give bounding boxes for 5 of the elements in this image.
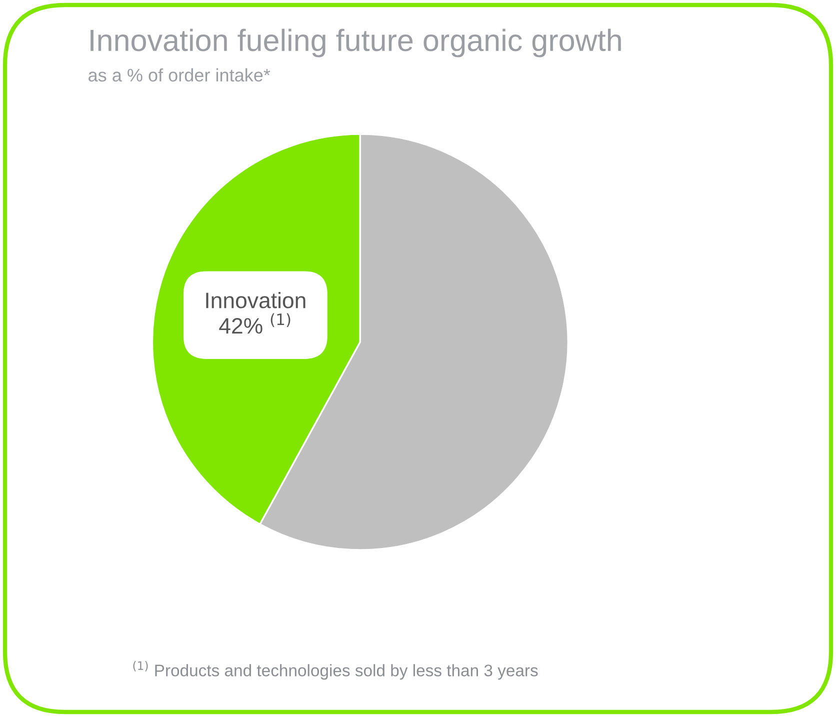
chart-title: Innovation fueling future organic growth <box>90 28 621 58</box>
chart-subtitle: as a % of order intake* <box>88 68 270 82</box>
data-label: 42% $^{(1)}$ <box>219 313 290 334</box>
slice-label: Innovation <box>206 292 306 308</box>
text: $^{(1)}$ Products and technologies sold by less than 3 years <box>133 660 538 680</box>
